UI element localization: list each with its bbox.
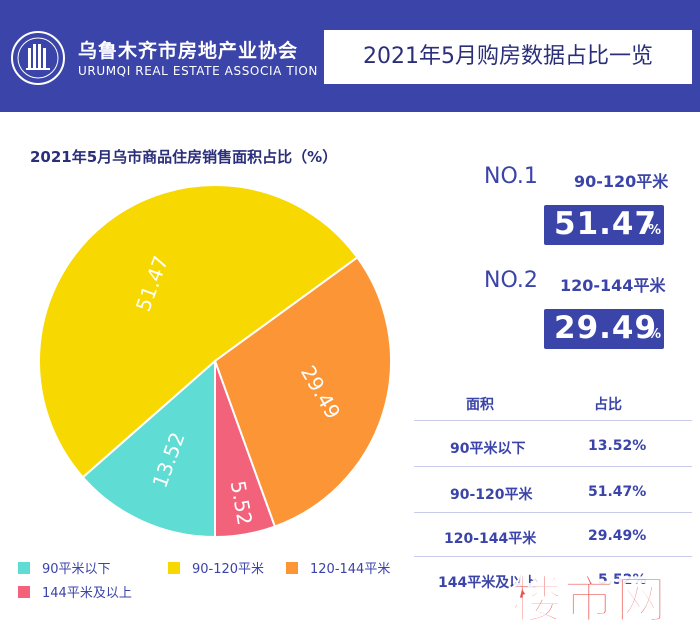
table-cell-area: 90平米以下 <box>450 441 526 457</box>
page-title-box: 2021年5月购房数据占比一览 <box>324 30 692 84</box>
pie-slice <box>38 184 359 479</box>
rank-1-value-box: 51.47 % <box>544 205 664 245</box>
legend-item: 144平米及以上 <box>18 582 132 601</box>
legend-label: 90-120平米 <box>192 562 265 577</box>
table-cell-share: 29.49% <box>588 528 647 544</box>
legend-item: 90平米以下 <box>18 558 111 577</box>
table-divider <box>414 556 692 557</box>
association-logo-icon <box>11 31 65 85</box>
association-name-cn: 乌鲁木齐市房地产业协会 <box>78 40 299 62</box>
rank-1-range: 90-120平米 <box>574 172 669 191</box>
table-divider <box>414 420 692 421</box>
legend-swatch <box>286 561 298 574</box>
rank-2-value: 29.49 <box>554 310 658 346</box>
legend-swatch <box>18 561 30 574</box>
legend-label: 144平米及以上 <box>42 586 132 601</box>
table-header-share: 占比 <box>594 397 622 413</box>
pie-slice <box>81 358 216 539</box>
pie-slice <box>213 256 392 528</box>
legend-swatch <box>168 561 180 574</box>
page-title: 2021年5月购房数据占比一览 <box>363 44 653 69</box>
pie-slice <box>214 360 277 539</box>
chart-title: 2021年5月乌市商品住房销售面积占比（%） <box>30 148 338 166</box>
watermark-logo: 楼市网 <box>511 570 668 630</box>
rank-2-unit: % <box>648 327 662 342</box>
rank-1-label: NO.1 <box>484 164 538 189</box>
association-name-en: URUMQI REAL ESTATE ASSOCIA TION <box>78 64 319 78</box>
legend-label: 120-144平米 <box>310 562 391 577</box>
table-cell-area: 90-120平米 <box>450 487 533 503</box>
table-divider <box>414 466 692 467</box>
table-cell-share: 51.47% <box>588 484 647 500</box>
rank-1-unit: % <box>648 223 662 238</box>
table-header-area: 面积 <box>466 397 494 413</box>
table-cell-area: 144平米及以上 <box>438 575 538 591</box>
rank-2-range: 120-144平米 <box>560 276 666 295</box>
table-cell-share: 13.52% <box>588 438 647 454</box>
table-cell-area: 120-144平米 <box>444 531 537 547</box>
legend-label: 90平米以下 <box>42 562 111 577</box>
legend-item: 120-144平米 <box>286 558 390 577</box>
rank-1-value: 51.47 <box>554 206 658 242</box>
header-banner: 乌鲁木齐市房地产业协会 URUMQI REAL ESTATE ASSOCIA T… <box>0 0 700 112</box>
table-divider <box>414 512 692 513</box>
legend-item: 90-120平米 <box>168 558 264 577</box>
legend-swatch <box>18 585 30 598</box>
rank-2-label: NO.2 <box>484 268 538 293</box>
rank-2-value-box: 29.49 % <box>544 309 664 349</box>
table-cell-share: 5.52% <box>598 572 647 588</box>
